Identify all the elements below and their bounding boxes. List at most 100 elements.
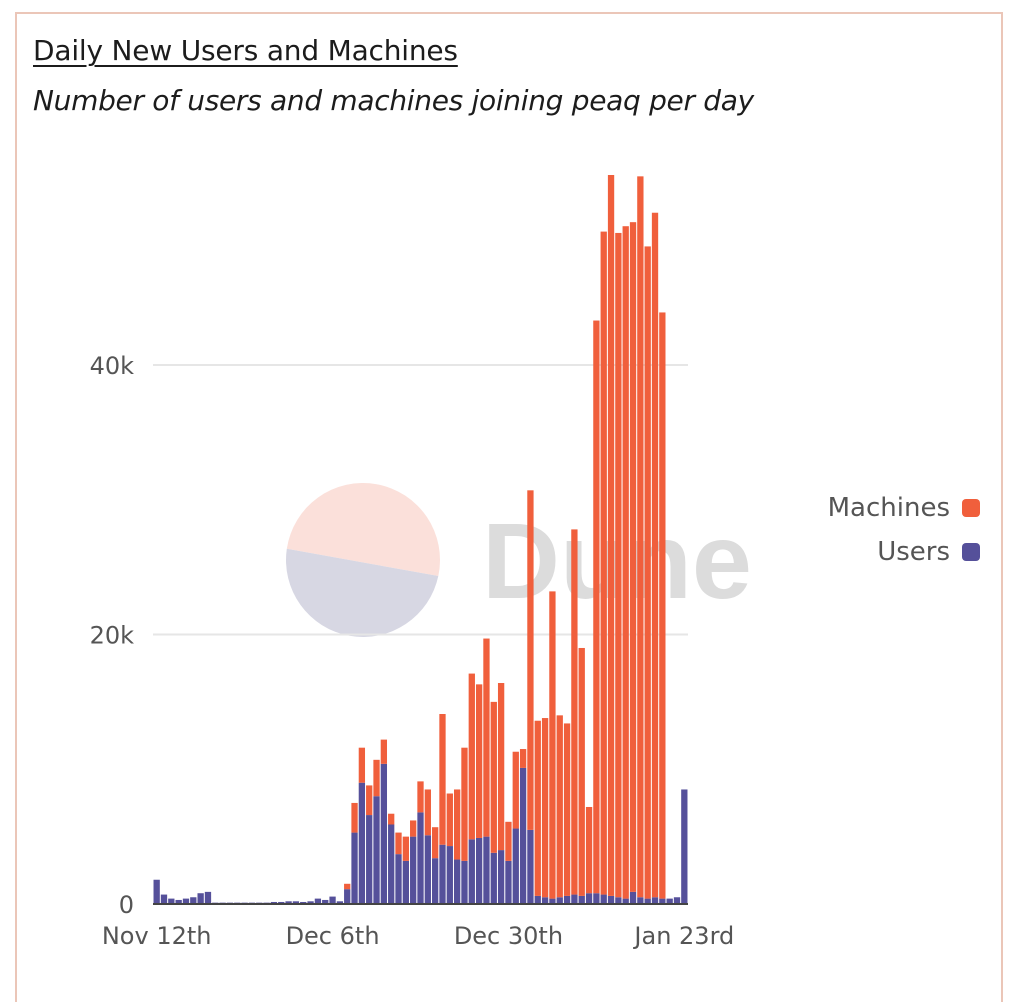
bar-machines[interactable] bbox=[468, 673, 475, 840]
bar-machines[interactable] bbox=[629, 222, 637, 892]
chart-title[interactable]: Daily New Users and Machines bbox=[33, 34, 458, 67]
bar-users[interactable] bbox=[322, 899, 329, 904]
bar-users[interactable] bbox=[197, 893, 204, 904]
bar-users[interactable] bbox=[366, 815, 373, 904]
bar-users[interactable] bbox=[417, 812, 424, 904]
bar-users[interactable] bbox=[402, 860, 409, 904]
bar-users[interactable] bbox=[292, 901, 300, 904]
bar-users[interactable] bbox=[497, 850, 505, 904]
bar-users[interactable] bbox=[168, 898, 175, 904]
bar-machines[interactable] bbox=[512, 751, 519, 829]
bar-machines[interactable] bbox=[344, 883, 351, 890]
bar-users[interactable] bbox=[659, 898, 666, 904]
bar-users[interactable] bbox=[153, 879, 160, 904]
bar-machines[interactable] bbox=[600, 231, 607, 895]
bar-machines[interactable] bbox=[446, 793, 453, 847]
bar-users[interactable] bbox=[475, 837, 483, 904]
bar-users[interactable] bbox=[175, 899, 182, 904]
bar-users[interactable] bbox=[314, 898, 322, 904]
bar-users[interactable] bbox=[336, 901, 344, 904]
bar-machines[interactable] bbox=[432, 827, 439, 859]
bar-machines[interactable] bbox=[563, 723, 571, 896]
bar-machines[interactable] bbox=[388, 813, 395, 825]
bar-machines[interactable] bbox=[607, 175, 615, 896]
bar-machines[interactable] bbox=[578, 647, 585, 896]
bar-machines[interactable] bbox=[615, 232, 622, 898]
bar-users[interactable] bbox=[527, 829, 534, 904]
bar-machines[interactable] bbox=[651, 212, 659, 898]
bar-users[interactable] bbox=[549, 898, 556, 904]
bar-machines[interactable] bbox=[556, 715, 563, 898]
bar-users[interactable] bbox=[439, 844, 446, 904]
bar-users[interactable] bbox=[571, 894, 578, 904]
bar-machines[interactable] bbox=[351, 802, 358, 833]
bar-users[interactable] bbox=[380, 763, 388, 904]
bar-machines[interactable] bbox=[519, 749, 527, 768]
bar-users[interactable] bbox=[432, 858, 439, 904]
bar-machines[interactable] bbox=[358, 747, 366, 783]
bar-users[interactable] bbox=[505, 860, 512, 904]
bar-users[interactable] bbox=[622, 898, 629, 904]
bar-machines[interactable] bbox=[380, 739, 388, 764]
bar-machines[interactable] bbox=[505, 821, 512, 861]
bar-users[interactable] bbox=[351, 832, 358, 904]
bar-machines[interactable] bbox=[402, 836, 409, 861]
bar-users[interactable] bbox=[593, 893, 600, 904]
bar-users[interactable] bbox=[446, 846, 453, 904]
bar-users[interactable] bbox=[344, 889, 351, 904]
legend-item-users[interactable]: Users bbox=[828, 530, 980, 574]
bar-users[interactable] bbox=[578, 895, 585, 904]
bar-machines[interactable] bbox=[439, 714, 446, 845]
bar-users[interactable] bbox=[329, 896, 336, 904]
bar-users[interactable] bbox=[278, 901, 285, 904]
bar-machines[interactable] bbox=[395, 832, 402, 855]
bar-machines[interactable] bbox=[549, 591, 556, 899]
bar-users[interactable] bbox=[204, 891, 212, 904]
bar-users[interactable] bbox=[490, 852, 497, 904]
bar-users[interactable] bbox=[644, 898, 651, 904]
bar-users[interactable] bbox=[190, 897, 197, 904]
bar-users[interactable] bbox=[410, 836, 417, 904]
bar-users[interactable] bbox=[600, 894, 607, 904]
bar-users[interactable] bbox=[519, 767, 527, 904]
bar-users[interactable] bbox=[673, 897, 681, 904]
bar-users[interactable] bbox=[182, 898, 190, 904]
bar-machines[interactable] bbox=[475, 684, 483, 838]
bar-machines[interactable] bbox=[417, 781, 424, 813]
bar-machines[interactable] bbox=[424, 789, 431, 836]
bar-machines[interactable] bbox=[483, 638, 490, 837]
bar-users[interactable] bbox=[534, 895, 541, 904]
bar-users[interactable] bbox=[468, 839, 475, 904]
bar-users[interactable] bbox=[270, 901, 278, 904]
bar-users[interactable] bbox=[556, 897, 563, 904]
bar-machines[interactable] bbox=[410, 820, 417, 837]
bar-machines[interactable] bbox=[585, 806, 593, 894]
bar-users[interactable] bbox=[651, 897, 659, 904]
bar-users[interactable] bbox=[461, 860, 468, 904]
bar-users[interactable] bbox=[358, 782, 366, 904]
bar-machines[interactable] bbox=[373, 759, 380, 797]
bar-machines[interactable] bbox=[622, 226, 629, 899]
bar-users[interactable] bbox=[160, 894, 168, 904]
bar-users[interactable] bbox=[373, 796, 380, 904]
bar-machines[interactable] bbox=[541, 718, 549, 898]
bar-users[interactable] bbox=[681, 789, 688, 904]
bar-users[interactable] bbox=[300, 901, 307, 904]
bar-machines[interactable] bbox=[534, 720, 541, 896]
bar-machines[interactable] bbox=[644, 246, 651, 899]
bar-users[interactable] bbox=[541, 897, 549, 904]
bar-machines[interactable] bbox=[366, 785, 373, 816]
bar-machines[interactable] bbox=[571, 529, 578, 895]
bar-machines[interactable] bbox=[497, 683, 505, 851]
legend-item-machines[interactable]: Machines bbox=[828, 486, 980, 530]
bar-users[interactable] bbox=[388, 824, 395, 904]
bar-users[interactable] bbox=[424, 835, 431, 904]
bar-users[interactable] bbox=[285, 901, 292, 904]
bar-machines[interactable] bbox=[453, 789, 461, 860]
bar-users[interactable] bbox=[483, 836, 490, 904]
bar-machines[interactable] bbox=[461, 747, 468, 861]
bar-users[interactable] bbox=[585, 893, 593, 904]
bar-machines[interactable] bbox=[527, 490, 534, 830]
bar-users[interactable] bbox=[453, 859, 461, 904]
bar-users[interactable] bbox=[395, 854, 402, 904]
